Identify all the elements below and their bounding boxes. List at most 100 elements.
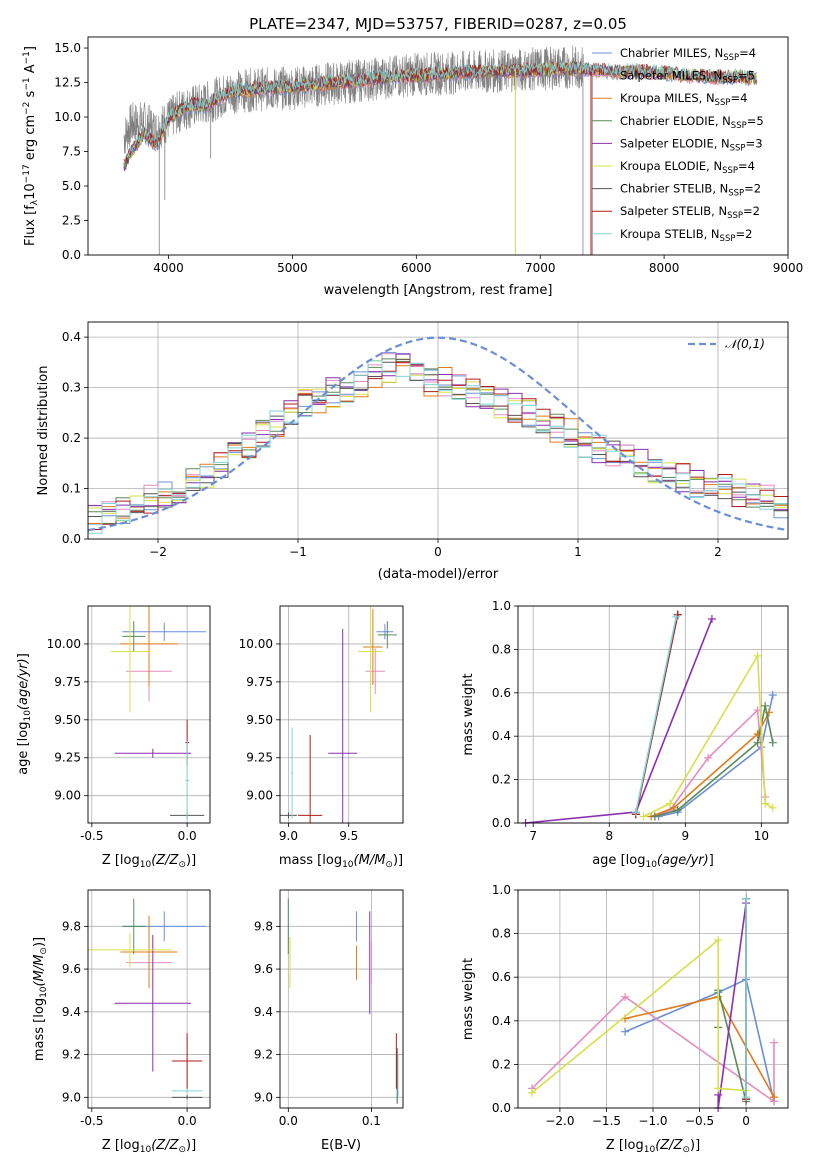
y-tick-label: 0.2 <box>492 773 511 787</box>
panel-weight_vs_Z: −2.0 −1.5 −1.0 −0.5 0 0.0 0.2 0.4 0.6 0.8 1.0 mass … <box>461 883 789 1155</box>
y-tick-label: 15.0 <box>54 41 81 55</box>
y-tick-label: 9.50 <box>54 713 81 727</box>
y-tick-label: 0.2 <box>492 1057 511 1071</box>
legend-subscript: SSP <box>720 234 736 244</box>
legend-entry: Kroupa ELODIE, NSSP=4 <box>620 159 755 176</box>
legend-text: Salpeter STELIB, N <box>620 204 727 218</box>
legend-subscript: SSP <box>728 189 744 199</box>
y-axis-label: Flux [fλ10−17 erg cm−2 s−1 A−1] <box>22 46 40 246</box>
x-tick-label: 0.1 <box>362 1114 381 1128</box>
legend-text: Chabrier ELODIE, N <box>620 114 731 128</box>
weight-point-salpeter_elodie <box>707 615 716 624</box>
legend-value: =5 <box>738 69 755 83</box>
x-axis-label: mass [log10(M/M⊙)] <box>279 853 403 870</box>
weight-point-kroupa_stelib <box>672 612 681 621</box>
y-tick-label: 0.0 <box>62 532 81 546</box>
y-tick-label: 0.0 <box>492 1101 511 1115</box>
legend-value: =2 <box>744 182 761 196</box>
axes-frame <box>87 889 211 1109</box>
weight-point-kroupa_elodie <box>753 651 762 660</box>
y-tick-label: 0.0 <box>62 248 81 262</box>
y-tick-label: 9.25 <box>54 751 81 765</box>
weight-series-kroupa_stelib <box>635 616 677 813</box>
legend-subscript: SSP <box>727 211 743 221</box>
legend-subscript: SSP <box>730 143 746 153</box>
y-tick-label: 0.2 <box>62 431 81 445</box>
weight-series-chabrier_miles <box>624 978 775 1102</box>
y-tick-label: 0.3 <box>62 381 81 395</box>
legend-subscript: SSP <box>715 98 731 108</box>
y-tick-label: 9.25 <box>246 751 273 765</box>
x-axis-label: Z [log10(Z/Z⊙)] <box>102 853 196 870</box>
weight-point-chabrier_elodie <box>753 738 762 747</box>
y-axis-label: age [log10(age/yr)] <box>16 653 33 775</box>
weight-series-salpeter_miles <box>531 995 775 1104</box>
x-tick-label: 1 <box>574 545 582 559</box>
errorbar-group <box>88 898 207 1100</box>
weight-point-chabrier_elodie <box>768 738 777 747</box>
weight-point-kroupa_elodie <box>527 1088 536 1097</box>
y-tick-label: 0.1 <box>62 482 81 496</box>
y-tick-label: 12.5 <box>54 76 81 90</box>
x-tick-label: 0 <box>742 1114 750 1128</box>
legend-subscript: SSP <box>722 76 738 86</box>
y-tick-label: 1.0 <box>492 599 511 613</box>
y-tick-label: 5.0 <box>62 179 81 193</box>
y-tick-label: 9.75 <box>246 675 273 689</box>
legend-value: =4 <box>739 46 756 60</box>
weight-point-kroupa_stelib <box>631 808 640 817</box>
x-axis-label: wavelength [Angstrom, rest frame] <box>324 283 553 298</box>
errorbar-group <box>110 606 207 820</box>
legend-entry: Kroupa STELIB, NSSP=2 <box>620 227 752 244</box>
legend-entry: 𝒩(0,1) <box>725 337 765 351</box>
legend-text: Salpeter ELODIE, N <box>620 136 730 150</box>
panel-mass_vs_ebv: 0.0 0.1 9.0 9.2 9.4 9.6 9.8 E(B-V) <box>254 889 404 1153</box>
y-tick-label: 0.6 <box>492 970 511 984</box>
legend-entry: Chabrier ELODIE, NSSP=5 <box>620 114 764 131</box>
model-spectrum-kroupa_stelib <box>123 61 757 165</box>
weight-series-kroupa_miles <box>650 711 770 818</box>
x-tick-label: 7000 <box>525 261 556 275</box>
legend-entry: Chabrier MILES, NSSP=4 <box>620 46 756 63</box>
legend-entry: Salpeter STELIB, NSSP=2 <box>620 204 760 221</box>
x-tick-label: 0.0 <box>279 1114 298 1128</box>
axes-frame <box>87 321 789 540</box>
axes-frame <box>87 605 211 824</box>
y-tick-label: 9.6 <box>62 962 81 976</box>
y-tick-label: 10.00 <box>47 637 81 651</box>
x-tick-label: −0.5 <box>685 1114 714 1128</box>
axes-frame <box>87 36 789 256</box>
x-tick-label: −1.0 <box>638 1114 667 1128</box>
y-tick-label: 0.4 <box>492 729 511 743</box>
legend-value: =4 <box>730 91 747 105</box>
legend-text: Chabrier STELIB, N <box>620 182 728 196</box>
x-tick-label: 4000 <box>153 261 184 275</box>
x-axis-label: Z [log10(Z/Z⊙)] <box>102 1138 196 1155</box>
weight-lines <box>521 610 777 827</box>
legend-text: Kroupa STELIB, N <box>620 227 720 241</box>
y-tick-label: 0.8 <box>492 927 511 941</box>
panel-residuals: −2 −1 0 1 2 0.0 0.1 0.2 0.3 0.4 𝒩(0,1) (data-model)… <box>36 321 789 582</box>
x-tick-label: 2 <box>714 545 722 559</box>
legend-value: =5 <box>747 114 764 128</box>
y-tick-label: 0.4 <box>62 330 81 344</box>
y-tick-label: 7.5 <box>62 145 81 159</box>
y-tick-label: 10.0 <box>54 110 81 124</box>
weight-point-kroupa_miles <box>770 1093 779 1102</box>
weight-point-kroupa_elodie <box>768 803 777 812</box>
legend-value: =4 <box>738 159 755 173</box>
legend-text: Chabrier MILES, N <box>620 46 723 60</box>
axes-frame <box>279 889 404 1109</box>
y-tick-label: 9.8 <box>254 919 273 933</box>
weight-point-chabrier_miles <box>621 1027 630 1036</box>
axes-frame <box>517 889 789 1109</box>
x-tick-label: 7 <box>529 829 537 843</box>
errorbar-group <box>280 606 397 823</box>
weight-series-kroupa_elodie <box>531 938 747 1094</box>
x-tick-label: -0.5 <box>80 1114 103 1128</box>
legend-text: Kroupa ELODIE, N <box>620 159 722 173</box>
x-axis-label: (data-model)/error <box>378 567 499 582</box>
weight-point-chabrier_elodie <box>673 805 682 814</box>
errorbar-group <box>287 898 399 1104</box>
weight-point-salpeter_miles <box>770 1038 779 1047</box>
